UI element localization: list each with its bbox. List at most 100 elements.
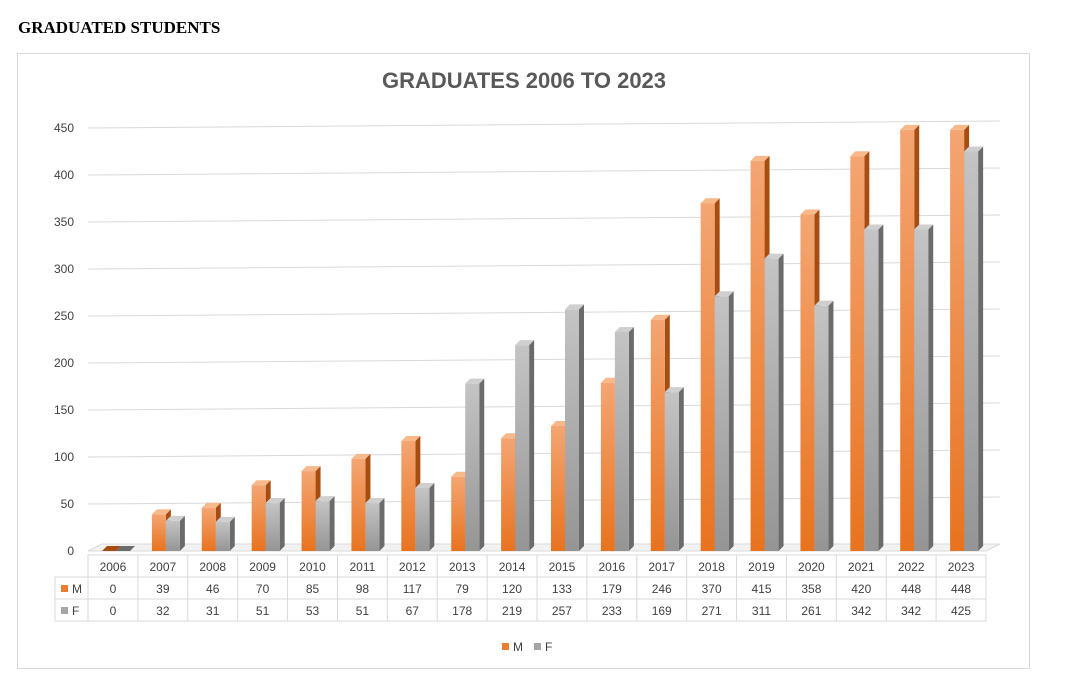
bar-face <box>800 214 815 552</box>
bar-top <box>301 466 321 472</box>
table-cell-M: 98 <box>356 582 370 596</box>
bar-face <box>401 441 416 551</box>
bar-F-2019 <box>764 253 784 551</box>
bar-face <box>201 507 216 551</box>
page-heading: GRADUATED STUDENTS <box>18 18 221 37</box>
bar-face <box>215 521 230 551</box>
bar-face <box>351 458 366 551</box>
x-tick-label: 2013 <box>449 560 476 574</box>
bar-side <box>828 300 834 551</box>
x-tick-label: 2023 <box>948 560 975 574</box>
bar-face <box>465 383 480 551</box>
bar-F-2013 <box>465 378 485 551</box>
bar-top <box>950 124 970 130</box>
table-cell-M: 358 <box>801 582 821 596</box>
legend-swatch-F <box>534 643 541 650</box>
bar-face <box>515 345 530 551</box>
bar-face <box>750 160 765 551</box>
bar-side <box>579 304 584 551</box>
bar-face <box>365 503 380 551</box>
bar-side <box>379 498 385 551</box>
table-cell-M: 370 <box>702 582 722 596</box>
x-tick-label: 2014 <box>499 560 526 574</box>
bar-F-2014 <box>515 340 535 551</box>
legend-label-F: F <box>545 640 552 654</box>
table-cell-M: 46 <box>206 582 220 596</box>
bar-side <box>928 224 934 551</box>
bar-top <box>102 546 121 551</box>
bar-side <box>878 224 884 551</box>
bar-side <box>628 326 634 551</box>
bar-face <box>664 392 679 551</box>
table-cell-M: 85 <box>306 582 320 596</box>
bar-face <box>151 514 166 551</box>
table-cell-M: 179 <box>602 582 622 596</box>
table-cell-F: 51 <box>356 604 370 618</box>
bar-face <box>551 425 565 551</box>
y-tick-label: 450 <box>54 121 74 135</box>
y-tick-label: 50 <box>61 497 75 511</box>
bar-side <box>978 146 984 551</box>
x-tick-label: 2012 <box>399 560 426 574</box>
bar-F-2012 <box>415 483 435 551</box>
bar-top <box>415 483 435 489</box>
bar-top <box>401 436 421 442</box>
bar-top <box>614 326 634 332</box>
table-cell-M: 39 <box>156 582 170 596</box>
bar-top <box>900 124 920 130</box>
table-cell-F: 31 <box>206 604 220 618</box>
bar-top <box>265 498 285 504</box>
table-key-F <box>61 607 68 614</box>
bar-F-2009 <box>265 498 285 551</box>
x-tick-label: 2008 <box>199 560 226 574</box>
bar-top <box>850 151 870 157</box>
table-cell-F: 271 <box>702 604 722 618</box>
bar-top <box>151 509 171 515</box>
legend-swatch-M <box>502 643 509 650</box>
bar-top <box>664 387 684 393</box>
gridline <box>87 496 1001 505</box>
table-cell-F: 342 <box>901 604 921 618</box>
bar-top <box>215 516 235 522</box>
x-tick-label: 2019 <box>748 560 775 574</box>
bar-top <box>714 291 734 297</box>
bar-face <box>614 331 629 551</box>
table-series-label-F: F <box>72 604 79 618</box>
table-cell-F: 51 <box>256 604 270 618</box>
table-cell-F: 32 <box>156 604 170 618</box>
table-cell-F: 233 <box>602 604 622 618</box>
bar-face <box>451 476 466 551</box>
table-cell-F: 425 <box>951 604 971 618</box>
bar-side <box>429 483 435 551</box>
table-series-label-M: M <box>72 582 82 596</box>
x-tick-label: 2015 <box>549 560 576 574</box>
bar-face <box>251 485 266 551</box>
bar-F-2010 <box>315 496 335 551</box>
gridline <box>87 449 1001 458</box>
table-cell-M: 448 <box>951 582 971 596</box>
y-tick-label: 400 <box>54 168 74 182</box>
x-tick-label: 2009 <box>249 560 276 574</box>
x-tick-label: 2011 <box>349 560 375 574</box>
bar-F-2015 <box>565 304 584 551</box>
y-tick-label: 150 <box>54 403 74 417</box>
gridline <box>87 355 1001 364</box>
bar-M-2006 <box>102 546 121 551</box>
bar-face <box>950 129 965 551</box>
bar-face <box>600 382 615 551</box>
bar-top <box>800 209 820 215</box>
bar-face <box>914 229 929 551</box>
bar-face <box>850 156 865 551</box>
table-cell-F: 261 <box>801 604 821 618</box>
table-cell-M: 79 <box>455 582 469 596</box>
bar-top <box>750 155 770 161</box>
legend-label-M: M <box>513 640 523 654</box>
table-cell-M: 415 <box>751 582 771 596</box>
bar-top <box>351 453 371 459</box>
table-cell-F: 178 <box>452 604 472 618</box>
table-cell-F: 0 <box>110 604 117 618</box>
bar-side <box>279 498 285 551</box>
bar-face <box>814 305 829 551</box>
table-cell-F: 67 <box>406 604 420 618</box>
